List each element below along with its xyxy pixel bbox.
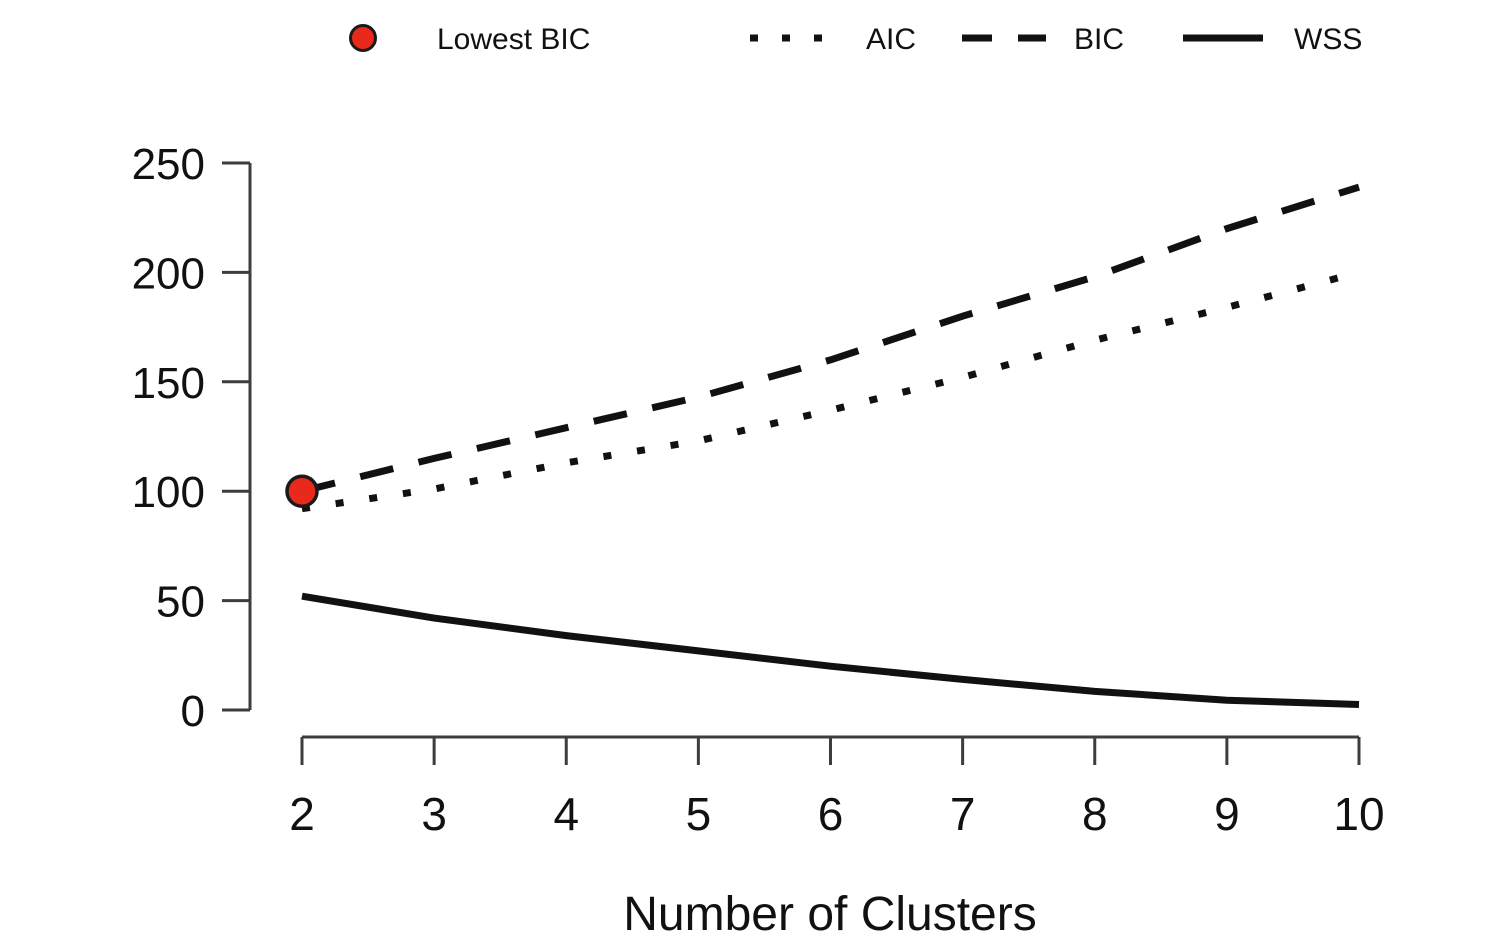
x-tick-label: 10	[1333, 788, 1384, 840]
lowest-bic-point	[285, 474, 319, 508]
x-axis-title: Number of Clusters	[623, 888, 1036, 941]
x-axis: 2 3 4 5 6 7 8 9 10	[289, 735, 1385, 840]
legend-point-marker	[349, 24, 377, 52]
x-tick-label: 2	[289, 788, 315, 840]
legend-item-wss: WSS	[1183, 23, 1362, 56]
x-tick-label: 8	[1082, 788, 1108, 840]
legend-label: BIC	[1074, 23, 1124, 56]
y-tick-label: 0	[181, 687, 205, 736]
legend: Lowest BIC AIC BIC WSS	[349, 23, 1362, 56]
legend-label: WSS	[1294, 23, 1362, 56]
y-tick-label: 200	[132, 249, 205, 298]
series-line-wss	[301, 592, 1360, 708]
legend-item-aic: AIC	[750, 23, 916, 56]
series-line-bic	[301, 183, 1361, 495]
y-axis: 0 50 100 150 200 250	[132, 140, 252, 736]
x-tick-label: 6	[818, 788, 844, 840]
y-tick-label: 100	[132, 468, 205, 517]
lowest-bic-point-group	[285, 474, 319, 508]
series-lines	[301, 183, 1361, 708]
x-tick-label: 4	[553, 788, 579, 840]
y-tick-label: 250	[132, 140, 205, 189]
x-tick-label: 9	[1214, 788, 1240, 840]
y-tick-label: 150	[132, 359, 205, 408]
legend-item-bic: BIC	[962, 23, 1124, 56]
legend-item-lowest-bic: Lowest BIC	[349, 23, 590, 56]
y-tick-label: 50	[156, 578, 205, 627]
x-tick-label: 7	[950, 788, 976, 840]
legend-label: Lowest BIC	[437, 23, 590, 56]
legend-label: AIC	[866, 23, 916, 56]
x-tick-label: 5	[686, 788, 712, 840]
x-tick-label: 3	[421, 788, 447, 840]
series-line-aic	[301, 269, 1360, 513]
